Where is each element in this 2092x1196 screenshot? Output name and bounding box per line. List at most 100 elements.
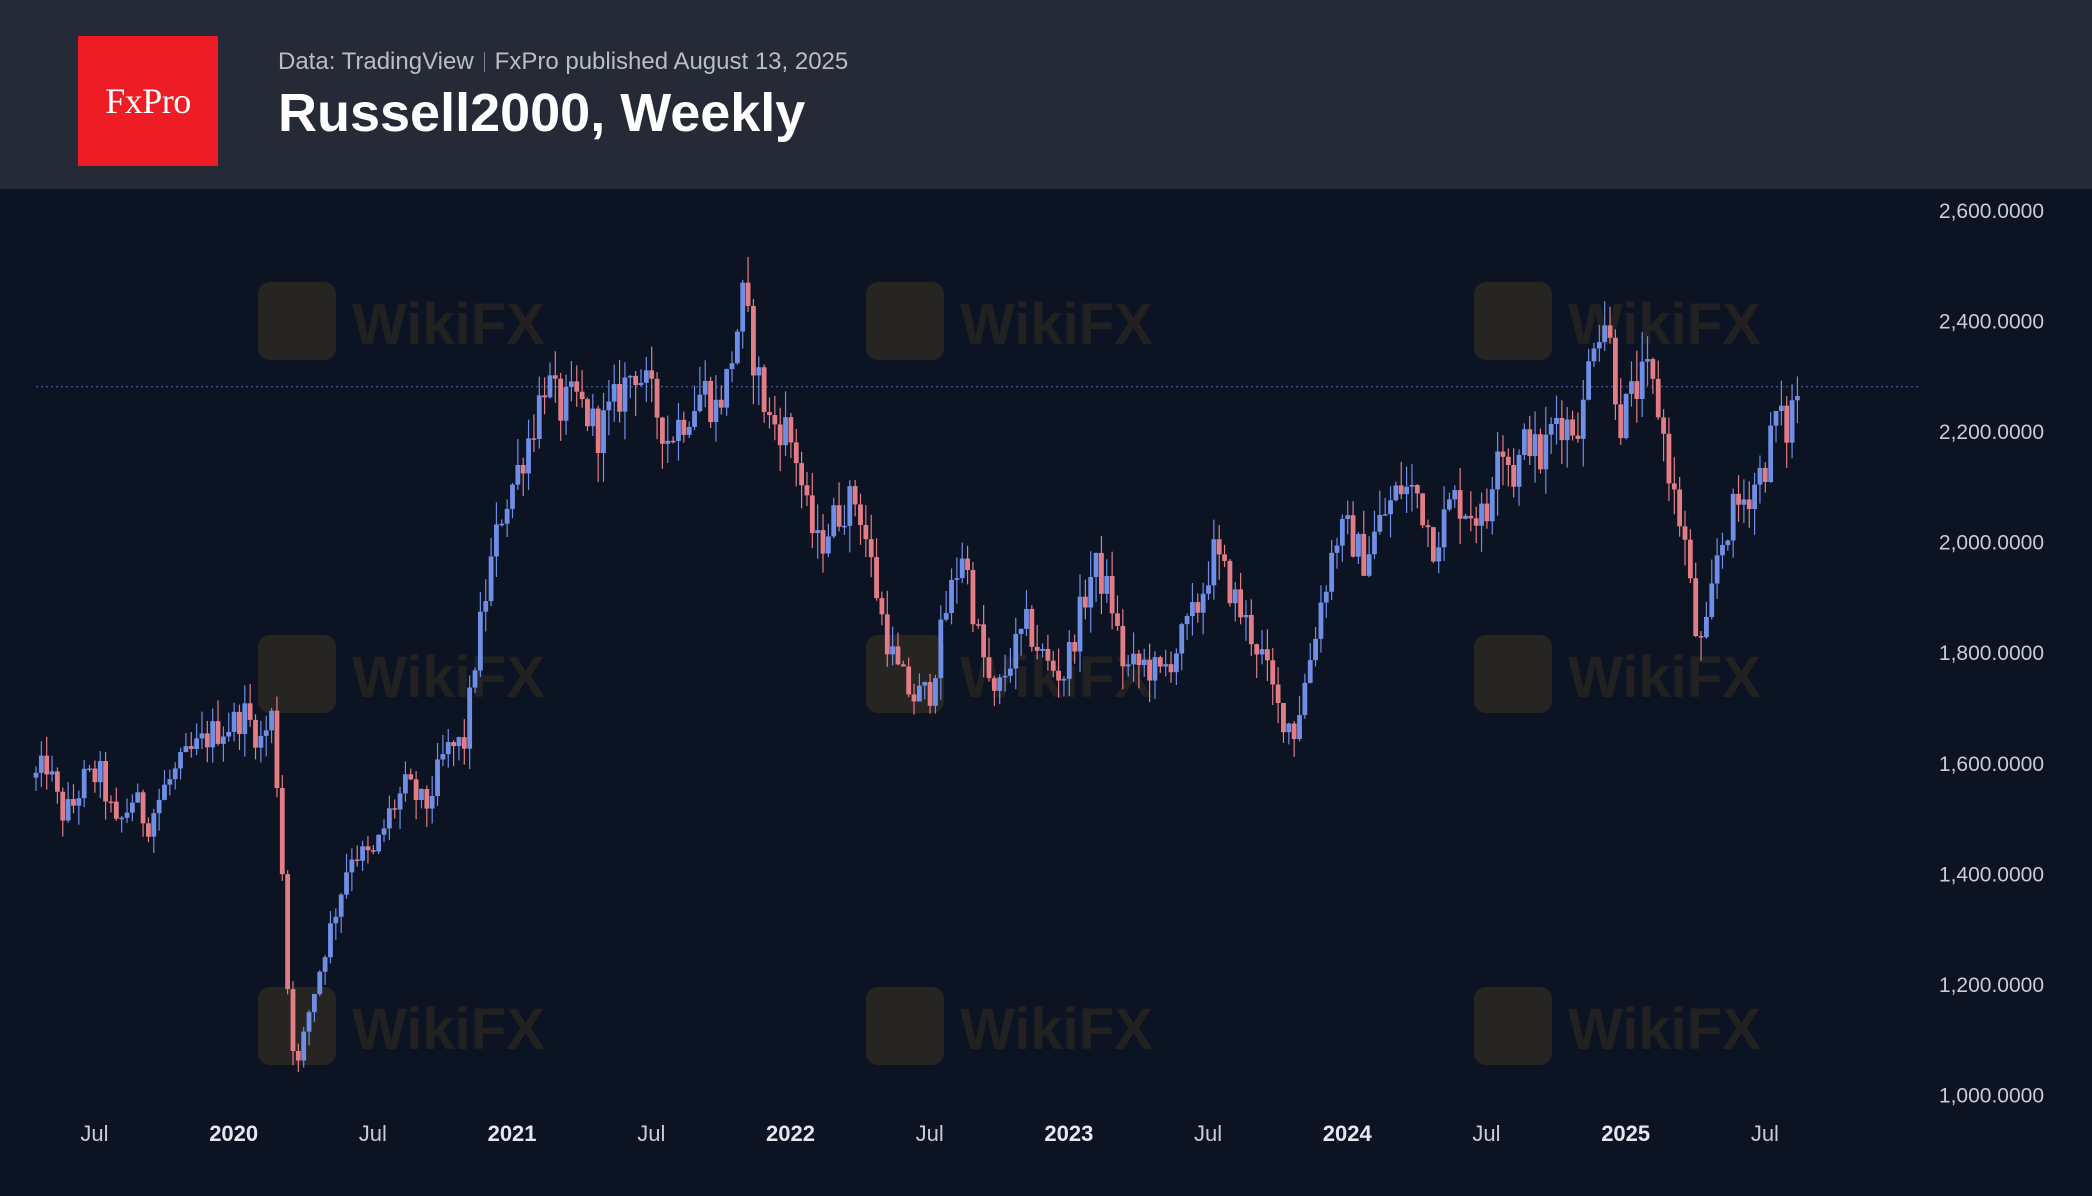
candle-down — [1677, 489, 1683, 527]
watermark-logo-icon — [866, 987, 944, 1065]
candle-up — [1372, 531, 1377, 555]
candle-up — [477, 611, 483, 671]
candle-down — [879, 598, 885, 615]
candle-down — [1281, 703, 1286, 733]
candle-up — [1163, 664, 1169, 667]
candle-down — [986, 657, 992, 679]
candle-up — [842, 525, 847, 528]
candle-down — [1484, 503, 1490, 522]
candle-up — [226, 731, 232, 737]
watermark-layer: WikiFX WikiFX WikiFX WikiFX WikiFX WikiFX Wiki… — [258, 282, 1761, 1065]
candle-down — [585, 399, 590, 427]
x-tick-label: 2024 — [1323, 1121, 1373, 1146]
candle-up — [263, 730, 269, 736]
candle-up — [1532, 434, 1538, 457]
candle-up — [590, 408, 596, 427]
candle-down — [1468, 515, 1474, 519]
candle-up — [1741, 499, 1747, 505]
candle-up — [1752, 484, 1757, 510]
candle-down — [1425, 525, 1431, 528]
candle-down — [290, 989, 296, 1051]
candle-down — [237, 711, 242, 735]
candle-down — [413, 779, 419, 800]
candle-up — [933, 678, 938, 706]
candle-down — [451, 742, 457, 747]
fxpro-logo: FxPro — [78, 36, 218, 166]
candle-up — [1088, 576, 1094, 608]
candle-down — [92, 768, 98, 783]
candle-up — [333, 916, 339, 924]
candle-down — [1661, 417, 1666, 434]
candle-up — [1211, 539, 1217, 586]
candle-down — [809, 495, 815, 534]
candle-down — [900, 664, 906, 667]
candle-up — [1323, 591, 1329, 603]
y-tick-label: 2,400.0000 — [1939, 311, 2044, 334]
candle-down — [1222, 554, 1227, 561]
candle-down — [1414, 485, 1420, 494]
candle-up — [483, 601, 489, 612]
candle-down — [1195, 602, 1201, 613]
candle-up — [1554, 417, 1559, 424]
candle-up — [76, 798, 82, 806]
candle-down — [55, 771, 60, 792]
candle-up — [322, 957, 328, 972]
candle-up — [220, 736, 226, 744]
candle-up — [1623, 393, 1629, 439]
candle-up — [547, 375, 553, 398]
x-tick-label: 2025 — [1601, 1121, 1650, 1146]
candle-up — [467, 687, 473, 749]
candle-up — [702, 380, 708, 395]
candle-down — [911, 694, 917, 702]
y-tick-label: 1,800.0000 — [1939, 642, 2044, 665]
y-tick-label: 1,200.0000 — [1939, 974, 2044, 997]
candle-up — [601, 410, 606, 454]
candle-up — [1345, 515, 1351, 520]
candle-down — [788, 417, 794, 443]
candle-down — [745, 282, 751, 307]
watermark-logo-icon — [1474, 635, 1552, 713]
candle-up — [1757, 467, 1763, 485]
candle-up — [1152, 657, 1158, 681]
candle-down — [820, 530, 826, 554]
candle-down — [595, 408, 601, 454]
candle-up — [1329, 552, 1335, 592]
candle-down — [146, 823, 151, 837]
candle-up — [135, 792, 141, 803]
candle-down — [970, 570, 976, 625]
candle-down — [542, 395, 548, 398]
candle-up — [1725, 540, 1731, 546]
candle-up — [1447, 499, 1452, 510]
candle-up — [1131, 653, 1136, 665]
candle-up — [831, 505, 837, 537]
candle-down — [1050, 660, 1056, 671]
candle-up — [151, 813, 157, 837]
candle-down — [558, 378, 564, 421]
x-tick-label: Jul — [916, 1121, 944, 1146]
candle-up — [440, 754, 446, 760]
candle-down — [1570, 419, 1575, 436]
candle-down — [1671, 483, 1677, 490]
candle-down — [1559, 417, 1565, 441]
candle-up — [1489, 489, 1495, 522]
candle-up — [494, 524, 499, 557]
candle-up — [536, 395, 542, 439]
candle-up — [1463, 515, 1468, 519]
candle-up — [1778, 405, 1784, 412]
candle-up — [1184, 616, 1190, 625]
candle-down — [1457, 490, 1463, 519]
candle-down — [681, 419, 687, 435]
candle-down — [1157, 657, 1163, 667]
candle-up — [1313, 638, 1318, 661]
candle-down — [863, 525, 869, 540]
candle-down — [1109, 576, 1115, 614]
candle-up — [1591, 348, 1597, 362]
candle-down — [204, 733, 210, 748]
y-tick-label: 2,200.0000 — [1939, 421, 2044, 444]
candle-up — [403, 774, 408, 794]
candle-up — [815, 530, 821, 534]
candle-down — [1650, 359, 1656, 379]
candle-up — [1495, 451, 1501, 490]
candle-down — [1168, 664, 1174, 673]
candle-up — [306, 1012, 312, 1032]
